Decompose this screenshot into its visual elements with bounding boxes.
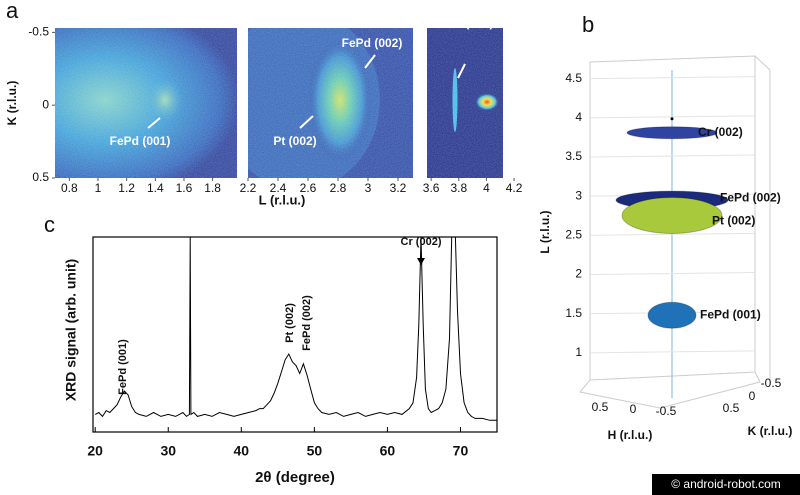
series-label: FePd (002) xyxy=(720,190,781,204)
y-axis-label: K (r.l.u.) xyxy=(748,424,793,438)
arrows xyxy=(147,54,466,129)
x-axis-label: H (r.l.u.) xyxy=(608,428,653,442)
panel-label: a xyxy=(6,0,19,23)
z-tick-label: 3 xyxy=(575,188,582,202)
grid-line xyxy=(589,272,756,275)
z-tick-label: 2.5 xyxy=(565,228,582,242)
x-tick-label: 30 xyxy=(160,443,176,459)
y-tick-label: -0.5 xyxy=(761,376,782,390)
x-axis-label: 2θ (degree) xyxy=(255,469,335,486)
xrd-line xyxy=(94,236,497,421)
x-tick-label: 60 xyxy=(380,443,396,459)
x-tick-label: 3.6 xyxy=(423,181,440,195)
x-tick-label: 1.2 xyxy=(118,181,135,195)
annotation: FePd (002) xyxy=(301,295,313,351)
annotation: Pt (002) xyxy=(273,134,316,148)
series-label: Cr (002) xyxy=(698,125,743,139)
x-tick-label: 1.8 xyxy=(204,181,221,195)
x-tick-label: 1 xyxy=(95,181,102,195)
x-tick-label: 1.4 xyxy=(147,181,164,195)
x-tick-label: 0.8 xyxy=(61,181,78,195)
annotation: Pt (002) xyxy=(284,303,296,343)
annotation: Cr (002) xyxy=(401,236,442,248)
x-tick-label: 3.2 xyxy=(390,181,407,195)
annotation: FePd (001) xyxy=(117,339,129,395)
ellipsoid xyxy=(626,126,718,140)
arrow-head xyxy=(417,258,425,265)
annotation: Cr (002) xyxy=(449,16,494,30)
y-axis-label: K (r.l.u.) xyxy=(5,81,19,126)
x-tick-label: 0.5 xyxy=(592,400,609,414)
grid-line xyxy=(589,350,756,354)
heatmap-image xyxy=(427,28,503,178)
x-tick-label: 3.8 xyxy=(450,181,467,195)
y-tick-label: 0.5 xyxy=(723,401,740,415)
y-tick-label: 0 xyxy=(42,97,49,111)
x-tick-label: 3 xyxy=(365,181,372,195)
ellipsoid xyxy=(647,301,697,329)
x-tick-label: 4 xyxy=(483,181,490,195)
peak-dot xyxy=(670,117,674,121)
panel-label: b xyxy=(582,12,594,37)
x-tick-label: 1.6 xyxy=(176,181,193,195)
heatmap-image xyxy=(248,28,413,178)
x-tick-label: 70 xyxy=(453,443,469,459)
y-axis-label: XRD signal (arb. unit) xyxy=(63,259,79,401)
grid-line xyxy=(589,154,756,158)
z-tick-label: 4.5 xyxy=(565,71,582,85)
x-tick-label: 40 xyxy=(234,443,250,459)
x-tick-label: 4.2 xyxy=(506,181,523,195)
annotation: FePd (001) xyxy=(110,134,171,148)
heatmap-image xyxy=(55,28,237,178)
x-tick-label: 2.8 xyxy=(330,181,347,195)
z-tick-label: 1.5 xyxy=(565,306,582,320)
x-tick-label: 20 xyxy=(87,443,103,459)
plot-frame xyxy=(92,236,498,433)
x-tick-label: 2.6 xyxy=(300,181,317,195)
watermark: © android-robot.com xyxy=(671,477,781,491)
y-tick-label: 0.5 xyxy=(32,170,49,184)
z-tick-label: 4 xyxy=(575,110,582,124)
series-label: FePd (001) xyxy=(700,307,761,321)
x-tick-label: 0 xyxy=(630,402,637,416)
grid-line xyxy=(589,115,756,119)
x-axis-label: L (r.l.u.) xyxy=(259,192,306,207)
grid-line xyxy=(589,76,756,80)
z-axis-label: L (r.l.u.) xyxy=(538,210,552,253)
annotation: FePd (002) xyxy=(342,36,403,50)
series-label: Pt (002) xyxy=(712,214,755,228)
x-tick-label: 2.4 xyxy=(270,181,287,195)
y-tick-label: 0 xyxy=(749,389,756,403)
ellipsoid xyxy=(621,196,723,234)
x-tick-label: 2.2 xyxy=(240,181,257,195)
x-tick-label: -0.5 xyxy=(656,404,677,418)
z-tick-label: 2 xyxy=(575,267,582,281)
z-tick-label: 3.5 xyxy=(565,149,582,163)
z-tick-label: 1 xyxy=(575,345,582,359)
x-tick-label: 50 xyxy=(307,443,323,459)
watermark-bg xyxy=(652,474,800,495)
grid-line xyxy=(589,232,756,236)
panel-label: c xyxy=(44,212,55,237)
y-tick-label: -0.5 xyxy=(28,25,49,39)
